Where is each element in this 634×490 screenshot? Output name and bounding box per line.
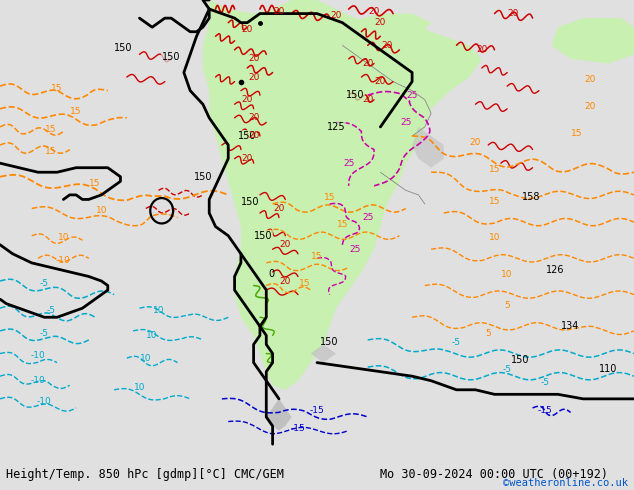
Text: 134: 134 xyxy=(562,321,579,331)
Text: 10: 10 xyxy=(146,331,158,340)
Text: 5: 5 xyxy=(504,301,510,311)
Text: 20: 20 xyxy=(242,95,253,104)
Text: 5: 5 xyxy=(485,329,491,338)
Text: -10: -10 xyxy=(37,396,52,406)
Text: 20: 20 xyxy=(368,7,380,16)
Text: 20: 20 xyxy=(273,204,285,213)
Text: -5: -5 xyxy=(46,306,55,315)
Text: 10: 10 xyxy=(134,383,145,392)
Text: 20: 20 xyxy=(362,59,373,68)
Text: 150: 150 xyxy=(114,43,133,52)
Text: -5: -5 xyxy=(40,329,49,338)
Text: 15: 15 xyxy=(489,197,500,206)
Text: 20: 20 xyxy=(584,75,595,84)
Text: 20: 20 xyxy=(248,131,259,141)
Text: -10: -10 xyxy=(30,351,46,360)
Text: -5: -5 xyxy=(452,338,461,347)
Text: 15: 15 xyxy=(324,193,335,202)
Text: 150: 150 xyxy=(193,172,212,182)
Text: 10: 10 xyxy=(96,206,107,215)
Text: 20: 20 xyxy=(248,113,259,122)
Text: 150: 150 xyxy=(162,51,181,62)
Text: 10: 10 xyxy=(501,270,513,279)
Text: 20: 20 xyxy=(362,95,373,104)
Text: 25: 25 xyxy=(362,213,373,222)
Text: 150: 150 xyxy=(346,90,365,100)
Text: 10: 10 xyxy=(489,233,500,243)
Text: -5: -5 xyxy=(503,365,512,374)
Text: ©weatheronline.co.uk: ©weatheronline.co.uk xyxy=(503,478,628,488)
Text: 15: 15 xyxy=(45,124,56,134)
Text: 125: 125 xyxy=(327,122,346,132)
Text: 20: 20 xyxy=(242,25,253,34)
Text: 20: 20 xyxy=(273,7,285,16)
Text: 150: 150 xyxy=(241,196,260,207)
Text: 158: 158 xyxy=(522,192,541,202)
Text: 25: 25 xyxy=(400,118,411,127)
Text: 10: 10 xyxy=(58,233,69,243)
Text: 150: 150 xyxy=(238,131,257,141)
Text: -10: -10 xyxy=(56,256,71,265)
Text: 150: 150 xyxy=(510,355,529,366)
Text: 10: 10 xyxy=(140,354,152,363)
Text: 25: 25 xyxy=(406,91,418,99)
Text: Height/Temp. 850 hPc [gdmp][°C] CMC/GEM: Height/Temp. 850 hPc [gdmp][°C] CMC/GEM xyxy=(6,468,284,481)
Text: 0: 0 xyxy=(268,269,275,279)
Text: 20: 20 xyxy=(375,77,386,86)
Text: 15: 15 xyxy=(299,279,310,288)
Text: Mo 30-09-2024 00:00 UTC (00+192): Mo 30-09-2024 00:00 UTC (00+192) xyxy=(380,468,609,481)
Text: -15: -15 xyxy=(290,424,306,433)
Text: 10: 10 xyxy=(153,306,164,315)
Text: 110: 110 xyxy=(600,365,618,374)
Text: 126: 126 xyxy=(545,265,564,275)
Text: 20: 20 xyxy=(508,9,519,18)
Text: 15: 15 xyxy=(489,166,500,174)
Text: -5: -5 xyxy=(40,279,49,288)
Text: 20: 20 xyxy=(280,240,291,249)
Text: 150: 150 xyxy=(320,337,339,347)
Text: 25: 25 xyxy=(343,159,354,168)
Text: 20: 20 xyxy=(584,102,595,111)
Text: 15: 15 xyxy=(311,251,323,261)
Text: 15: 15 xyxy=(337,220,348,229)
Text: 20: 20 xyxy=(242,154,253,163)
Text: 15: 15 xyxy=(51,84,63,93)
Text: -10: -10 xyxy=(30,376,46,385)
Text: 20: 20 xyxy=(381,41,392,50)
Text: 20: 20 xyxy=(248,73,259,81)
Text: -5: -5 xyxy=(541,378,550,388)
Text: 20: 20 xyxy=(248,54,259,63)
Text: 20: 20 xyxy=(330,11,342,21)
Text: 20: 20 xyxy=(476,46,488,54)
Text: 20: 20 xyxy=(470,138,481,147)
Text: 150: 150 xyxy=(254,231,273,241)
Text: 15: 15 xyxy=(70,106,82,116)
Text: -15: -15 xyxy=(538,406,553,415)
Text: 15: 15 xyxy=(571,129,583,138)
Text: 15: 15 xyxy=(45,147,56,156)
Text: 15: 15 xyxy=(89,179,101,188)
Text: 25: 25 xyxy=(349,245,361,254)
Text: 20: 20 xyxy=(280,276,291,286)
Text: -15: -15 xyxy=(309,406,325,415)
Text: 20: 20 xyxy=(375,18,386,27)
